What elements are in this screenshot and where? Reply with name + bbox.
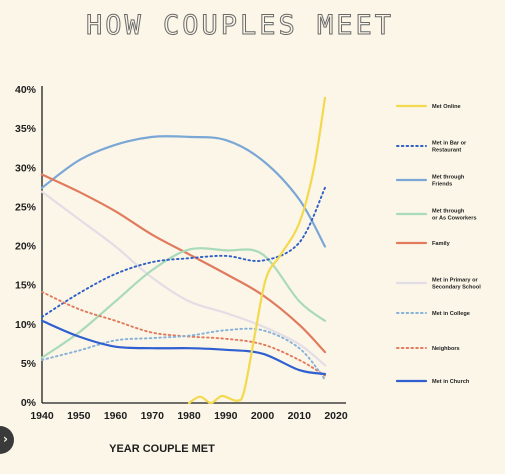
y-tick-label: 40%	[15, 84, 37, 96]
series-line-met-in-church	[40, 319, 327, 376]
y-tick-label: 35%	[15, 123, 37, 135]
y-tick-label: 15%	[15, 280, 37, 292]
y-tick-label: 30%	[15, 162, 37, 174]
corner-overlay-button[interactable]	[0, 426, 14, 454]
legend-label: Met in Bar or	[432, 141, 467, 147]
legend-label: Met through	[432, 209, 465, 215]
y-tick-label: 25%	[15, 201, 37, 213]
x-tick-label: 1980	[177, 410, 201, 422]
y-tick-label: 5%	[21, 358, 37, 370]
y-tick-label: 0%	[21, 397, 37, 409]
series-line-met-through-friends	[40, 135, 327, 248]
series-line-met-in-bar-or-restaurant	[41, 186, 326, 318]
x-tick-label: 2020	[324, 410, 348, 422]
x-tick-label: 1950	[67, 410, 91, 422]
series-line-met-online	[187, 96, 327, 405]
legend-label: Met Online	[432, 104, 461, 110]
legend-label: Met in Primary or	[432, 278, 479, 284]
legend-label: or As Coworkers	[432, 216, 477, 222]
x-tick-label: 2000	[251, 410, 275, 422]
legend-label: Neighbors	[432, 346, 460, 352]
x-tick-label: 1970	[141, 410, 165, 422]
legend-label: Family	[432, 241, 451, 247]
y-tick-label: 20%	[15, 241, 37, 253]
legend-label: Met in College	[432, 311, 470, 317]
legend-label: Friends	[432, 182, 452, 188]
legend-label: Restaurant	[432, 148, 461, 154]
series-line-met-in-college	[41, 327, 326, 381]
series-line-met-through-or-as-coworkers	[40, 247, 327, 359]
legend-label: Secondary School	[432, 285, 481, 291]
x-axis-label: YEAR COUPLE MET	[109, 443, 215, 455]
x-tick-label: 1960	[104, 410, 128, 422]
x-tick-label: 1940	[30, 410, 54, 422]
y-tick-label: 10%	[15, 319, 37, 331]
x-tick-label: 2010	[288, 410, 312, 422]
legend-label: Met in Church	[432, 379, 470, 385]
series-lines	[40, 96, 327, 405]
series-line-met-in-primary-or-secondary-school	[40, 190, 327, 367]
series-line-family	[40, 173, 327, 354]
x-tick-label: 1990	[214, 410, 238, 422]
chart-title: HOW COUPLES MEET	[85, 10, 395, 42]
axes: 0% 5% 10% 15% 20% 25% 30% 35% 40% 1940 1950 1960 197…	[15, 84, 348, 422]
legend-label: Met through	[432, 175, 465, 181]
chevron-right-icon: ›	[3, 432, 8, 446]
